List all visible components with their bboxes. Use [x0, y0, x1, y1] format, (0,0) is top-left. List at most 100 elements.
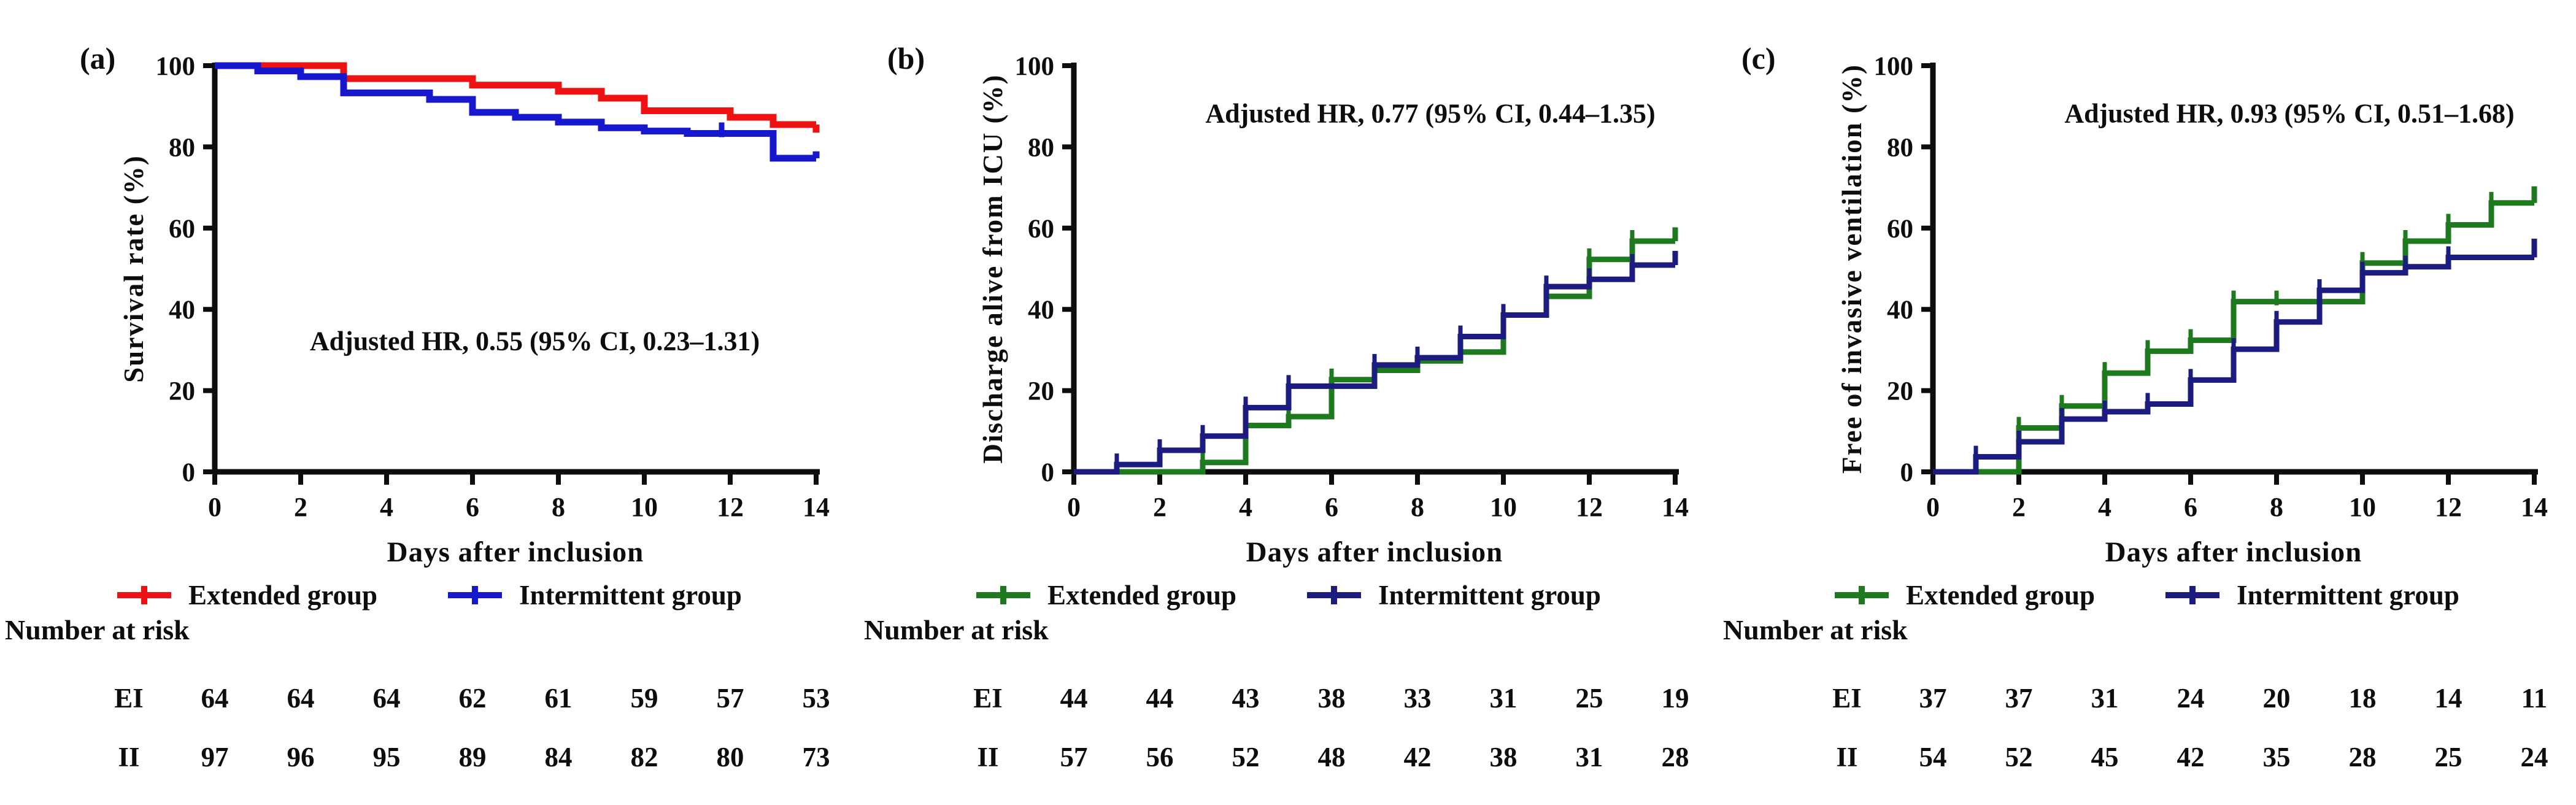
x-tick-label: 8 — [2270, 492, 2283, 522]
x-tick-label: 14 — [1662, 492, 1689, 522]
y-tick-label: 100 — [156, 52, 196, 81]
risk-title: Number at risk — [1723, 614, 1908, 645]
legend-marker-tick — [1331, 586, 1338, 604]
km-curve-intermittent — [1074, 262, 1675, 475]
x-tick-label: 2 — [294, 492, 307, 522]
risk-value: 48 — [1317, 742, 1346, 772]
x-tick-label: 10 — [1490, 492, 1517, 522]
hr-annotation: Adjusted HR, 0.93 (95% CI, 0.51–1.68) — [2064, 99, 2514, 129]
x-tick-label: 0 — [1926, 492, 1940, 522]
legend-a: Extended group Intermittent group — [0, 576, 859, 615]
legend-item-extended: Extended group — [1835, 579, 2095, 611]
panel-letter-c: (c) — [1741, 41, 1776, 75]
y-tick-label: 80 — [1028, 133, 1054, 162]
x-tick-label: 2 — [2012, 492, 2026, 522]
panel-c: (c) 0 20 40 60 80 100 0 2 4 6 8 10 12 14 Free of invas… — [1718, 0, 2576, 805]
x-tick-label: 10 — [631, 492, 658, 522]
legend-marker-tick — [472, 586, 479, 604]
x-tick-label: 14 — [803, 492, 830, 522]
km-curve-extended — [1933, 200, 2534, 475]
legend-marker-tick — [141, 586, 148, 604]
risk-value: 64 — [372, 683, 401, 714]
risk-value: 52 — [1232, 742, 1260, 772]
km-plot-a: 0 20 40 60 80 100 0 2 4 6 8 10 12 14 Survival rate (%)… — [118, 52, 830, 568]
risk-value: 64 — [287, 683, 315, 714]
x-tick-label: 4 — [2098, 492, 2111, 522]
risk-value: 45 — [2091, 742, 2119, 772]
x-tick-label: 6 — [1325, 492, 1338, 522]
km-plot-c: 0 20 40 60 80 100 0 2 4 6 8 10 12 14 Free of invasive … — [1837, 52, 2548, 568]
y-tick-label: 60 — [1887, 215, 1913, 244]
hr-annotation: Adjusted HR, 0.77 (95% CI, 0.44–1.35) — [1205, 99, 1655, 129]
risk-table-a: Number at risk EI 64 64 64 62 61 59 57 53 II 97 96 95… — [0, 614, 859, 805]
risk-value: 62 — [458, 683, 487, 714]
risk-value: 97 — [201, 742, 229, 772]
risk-value: 59 — [630, 683, 658, 714]
risk-value: 82 — [630, 742, 658, 772]
y-tick-label: 40 — [1028, 296, 1054, 325]
legend-item-extended: Extended group — [117, 579, 377, 611]
y-axis-title: Free of invasive ventilation (%) — [1837, 64, 1867, 474]
risk-value: 25 — [1575, 683, 1603, 714]
x-tick-label: 0 — [1067, 492, 1081, 522]
risk-value: 33 — [1403, 683, 1432, 714]
y-tick-label: 60 — [1028, 215, 1054, 244]
x-tick-label: 12 — [1576, 492, 1603, 522]
risk-value: 24 — [2177, 683, 2205, 714]
y-tick-label: 0 — [1041, 458, 1055, 487]
risk-row-label-ei: EI — [114, 683, 144, 714]
risk-value: 95 — [372, 742, 401, 772]
legend-marker-intermittent-icon — [2165, 586, 2220, 604]
x-tick-label: 4 — [380, 492, 393, 522]
risk-row-label-ii: II — [118, 742, 140, 772]
km-curve-intermittent — [1933, 254, 2534, 475]
legend-item-intermittent: Intermittent group — [1307, 579, 1601, 611]
risk-value: 38 — [1489, 742, 1517, 772]
risk-value: 57 — [1060, 742, 1088, 772]
hr-annotation: Adjusted HR, 0.55 (95% CI, 0.23–1.31) — [310, 326, 760, 356]
risk-title: Number at risk — [5, 614, 190, 645]
legend-label-extended: Extended group — [188, 580, 378, 610]
risk-value: 52 — [2005, 742, 2033, 772]
km-plot-b: 0 20 40 60 80 100 0 2 4 6 8 10 12 14 Discharge alive f… — [978, 52, 1689, 568]
legend-item-extended: Extended group — [976, 579, 1236, 611]
risk-value: 24 — [2520, 742, 2548, 772]
risk-row-label-ii: II — [1836, 742, 1858, 772]
risk-value: 42 — [1403, 742, 1432, 772]
legend-c: Extended group Intermittent group — [1718, 576, 2576, 615]
risk-value: 31 — [2091, 683, 2119, 714]
x-tick-label: 8 — [552, 492, 565, 522]
legend-marker-extended-icon — [976, 586, 1031, 604]
legend-label-extended: Extended group — [1047, 580, 1237, 610]
y-tick-label: 60 — [169, 215, 195, 244]
risk-value: 84 — [544, 742, 573, 772]
risk-row-label-ii: II — [977, 742, 999, 772]
panel-b: (b) 0 20 40 60 80 100 0 2 4 6 8 10 12 14 Discharge ali… — [859, 0, 1718, 805]
risk-value: 96 — [287, 742, 315, 772]
x-tick-label: 10 — [2349, 492, 2376, 522]
risk-value: 37 — [2005, 683, 2033, 714]
risk-value: 25 — [2434, 742, 2462, 772]
x-tick-label: 6 — [2184, 492, 2197, 522]
panel-a: (a) 0 20 40 60 80 100 0 2 4 6 8 10 12 14 Survival rate… — [0, 0, 859, 805]
legend-item-intermittent: Intermittent group — [2165, 579, 2459, 611]
risk-value: 80 — [716, 742, 744, 772]
risk-value: 89 — [458, 742, 487, 772]
risk-value: 73 — [802, 742, 830, 772]
y-tick-label: 20 — [169, 377, 195, 406]
x-axis-title: Days after inclusion — [2105, 536, 2362, 568]
x-tick-label: 4 — [1239, 492, 1252, 522]
km-curve-intermittent — [215, 62, 816, 162]
risk-value: 28 — [2348, 742, 2377, 772]
legend-marker-tick — [1000, 586, 1007, 604]
risk-value: 38 — [1317, 683, 1346, 714]
y-tick-label: 0 — [1900, 458, 1914, 487]
x-tick-label: 14 — [2521, 492, 2548, 522]
risk-value: 31 — [1489, 683, 1517, 714]
y-tick-label: 40 — [1887, 296, 1913, 325]
risk-title: Number at risk — [864, 614, 1049, 645]
risk-value: 56 — [1146, 742, 1174, 772]
risk-value: 57 — [716, 683, 744, 714]
legend-marker-intermittent-icon — [1307, 586, 1362, 604]
